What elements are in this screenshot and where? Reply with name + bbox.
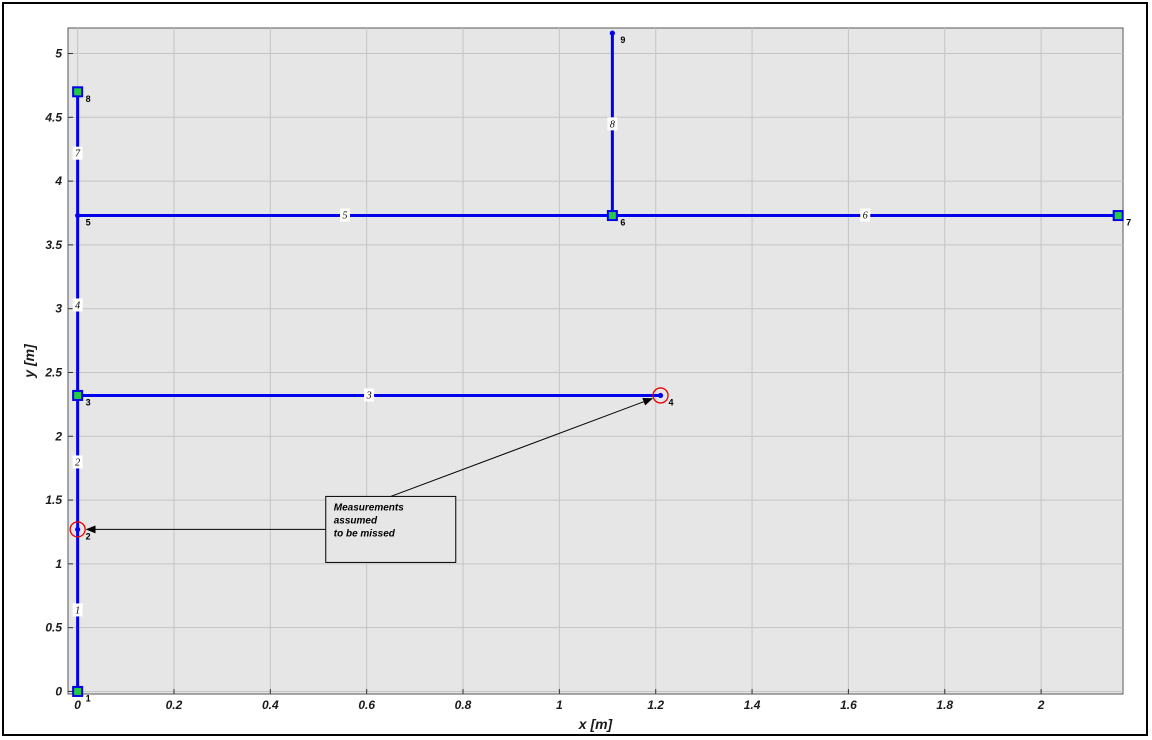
segment-label: 3 bbox=[366, 390, 372, 401]
network-plot: 0 0.2 0.4 0.6 0.8 1 1.2 1.4 1.6 1.8 2 0 0.5 1 1.5 2 2.5 3… bbox=[21, 27, 1131, 732]
missed-marker bbox=[652, 387, 669, 404]
segment-label: 7 bbox=[75, 149, 81, 160]
node-label: 7 bbox=[1126, 218, 1131, 228]
x-tick-label: 0.6 bbox=[358, 698, 375, 712]
segment-label: 2 bbox=[75, 457, 80, 468]
y-tick-label: 0 bbox=[55, 684, 62, 698]
node-dot bbox=[75, 212, 81, 219]
y-tick-label: 1 bbox=[55, 557, 62, 571]
node-label: 6 bbox=[620, 218, 625, 228]
node-dot bbox=[75, 526, 81, 533]
annotation: Measurements assumed to be missed bbox=[85, 398, 654, 563]
segment-label: 5 bbox=[342, 211, 347, 222]
x-tick-label: 1.4 bbox=[744, 698, 761, 712]
node-label: 8 bbox=[86, 94, 91, 104]
x-tick-label: 0.2 bbox=[166, 698, 183, 712]
y-tick-label: 1.5 bbox=[45, 493, 62, 507]
y-tick-label: 4 bbox=[54, 174, 62, 188]
y-tick-label: 4.5 bbox=[44, 110, 62, 124]
segment-label-bg bbox=[72, 146, 83, 160]
plot-area bbox=[67, 27, 1124, 695]
node-marker bbox=[72, 86, 84, 98]
x-tick-label: 0.4 bbox=[262, 698, 279, 712]
y-tick-label: 3.5 bbox=[45, 238, 62, 252]
nodes: 1 2 3 4 5 6 7 8 9 bbox=[69, 30, 1131, 703]
node-label: 2 bbox=[86, 531, 91, 541]
y-tick-label: 5 bbox=[55, 47, 62, 61]
node-marker bbox=[72, 685, 84, 697]
segment-label: 6 bbox=[863, 211, 868, 222]
node-label: 9 bbox=[620, 35, 625, 45]
node-marker bbox=[1112, 210, 1124, 222]
segment-label: 1 bbox=[75, 605, 80, 616]
node-marker bbox=[606, 210, 618, 222]
annotation-text: to be missed bbox=[334, 528, 396, 539]
missed-marker bbox=[69, 521, 86, 538]
segment-label: 8 bbox=[610, 119, 615, 130]
y-tick-label: 3 bbox=[55, 302, 62, 316]
node-dot bbox=[657, 392, 664, 399]
annotation-box bbox=[325, 495, 457, 563]
y-tick-label: 2 bbox=[54, 429, 62, 443]
x-tick-label: 1.6 bbox=[840, 698, 857, 712]
segment-label-bg bbox=[72, 603, 83, 617]
x-tick-label: 1.2 bbox=[647, 698, 664, 712]
segment-label-bg bbox=[339, 208, 350, 222]
segment-label-bg bbox=[72, 298, 83, 312]
y-axis-label: y [m] bbox=[21, 343, 37, 379]
segment-label-bg bbox=[860, 208, 871, 222]
x-tick-label: 0 bbox=[74, 698, 81, 712]
annotation-arrow bbox=[390, 398, 654, 497]
y-tick-label: 0.5 bbox=[45, 621, 62, 635]
segment-label: 4 bbox=[75, 301, 80, 312]
x-tick-label: 0.8 bbox=[455, 698, 472, 712]
node-label: 4 bbox=[669, 397, 674, 407]
node-marker bbox=[72, 389, 84, 401]
segment-label-bg bbox=[72, 455, 83, 469]
node-label: 3 bbox=[86, 397, 91, 407]
annotation-text: Measurements bbox=[334, 502, 404, 513]
x-tick-label: 2 bbox=[1037, 698, 1045, 712]
y-tick-label: 2.5 bbox=[44, 365, 62, 379]
annotation-text: assumed bbox=[334, 515, 378, 526]
x-tick-label: 1.8 bbox=[936, 698, 953, 712]
node-label: 1 bbox=[86, 693, 91, 703]
x-tick-label: 1 bbox=[556, 698, 563, 712]
grid-lines bbox=[68, 28, 1123, 694]
segment-labels: 1 2 3 4 5 6 7 8 bbox=[72, 117, 871, 617]
segment-label-bg bbox=[364, 388, 375, 402]
node-label: 5 bbox=[86, 218, 91, 228]
node-dot bbox=[609, 30, 615, 36]
segment-label-bg bbox=[607, 117, 618, 131]
x-axis-label: x [m] bbox=[578, 716, 614, 732]
